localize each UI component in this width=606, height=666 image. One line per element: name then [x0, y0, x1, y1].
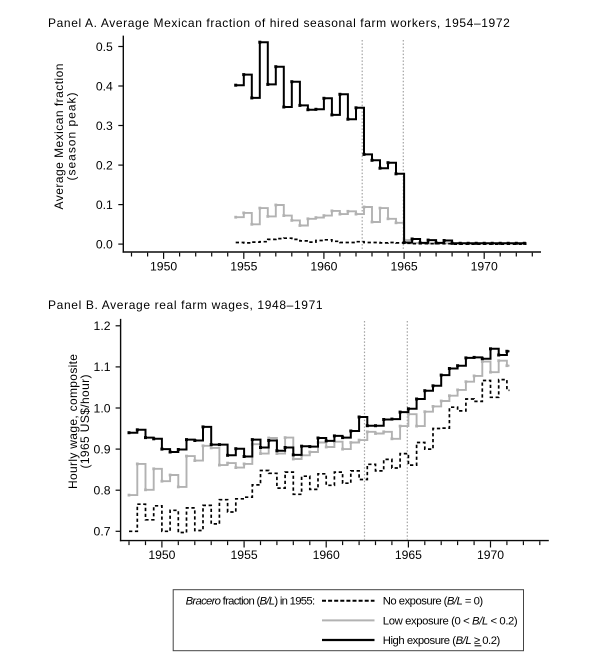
svg-text:0.4: 0.4 [96, 79, 113, 93]
svg-text:Low exposure (0 < B/L < 0.2): Low exposure (0 < B/L < 0.2) [383, 616, 518, 628]
svg-text:1965: 1965 [395, 548, 422, 562]
svg-text:1955: 1955 [231, 548, 258, 562]
svg-text:0.7: 0.7 [94, 525, 111, 539]
svg-text:1.0: 1.0 [94, 401, 111, 415]
svg-text:(season peak): (season peak) [65, 93, 79, 181]
svg-text:Bracero fraction (B/L) in 1955: Bracero fraction (B/L) in 1955: [186, 596, 316, 608]
svg-text:1955: 1955 [230, 259, 257, 273]
svg-text:0.0: 0.0 [96, 237, 113, 251]
svg-text:1950: 1950 [148, 548, 175, 562]
svg-text:0.2: 0.2 [96, 158, 113, 172]
svg-text:0.9: 0.9 [94, 442, 111, 456]
svg-text:Panel A. Average Mexican fract: Panel A. Average Mexican fraction of hir… [48, 16, 510, 30]
svg-text:1970: 1970 [471, 259, 498, 273]
svg-text:1960: 1960 [313, 548, 340, 562]
svg-text:1960: 1960 [310, 259, 337, 273]
svg-text:Panel B. Average real farm wag: Panel B. Average real farm wages, 1948–1… [48, 298, 323, 312]
svg-text:(1965 US$/hour): (1965 US$/hour) [78, 375, 92, 469]
svg-text:1.1: 1.1 [94, 360, 111, 374]
svg-text:1950: 1950 [150, 259, 177, 273]
svg-text:0.3: 0.3 [96, 119, 113, 133]
svg-text:0.1: 0.1 [96, 198, 113, 212]
svg-text:1.2: 1.2 [94, 319, 111, 333]
svg-text:0.5: 0.5 [96, 40, 113, 54]
svg-text:High exposure (B/L ≥ 0.2): High exposure (B/L ≥ 0.2) [383, 635, 501, 647]
svg-text:No exposure (B/L = 0): No exposure (B/L = 0) [383, 596, 484, 608]
svg-text:1970: 1970 [477, 548, 504, 562]
svg-text:0.8: 0.8 [94, 484, 111, 498]
svg-text:Hourly wage, composite: Hourly wage, composite [66, 354, 80, 489]
svg-text:Average Mexican fraction: Average Mexican fraction [52, 64, 66, 210]
svg-text:1965: 1965 [391, 259, 418, 273]
